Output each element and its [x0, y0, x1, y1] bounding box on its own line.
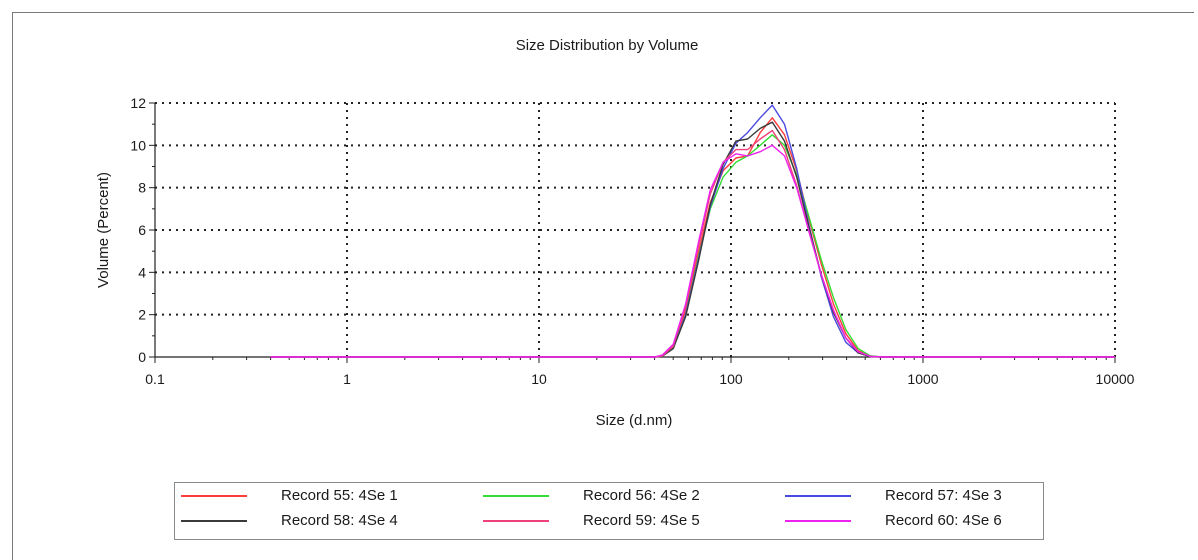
x-tick-label: 0.1	[145, 371, 165, 387]
legend-item: Record 57: 4Se 3	[785, 486, 1081, 506]
chart-frame	[12, 12, 1194, 560]
legend-swatch	[483, 520, 549, 522]
series-line	[270, 121, 1115, 358]
legend-swatch	[181, 495, 247, 497]
y-tick-label: 10	[130, 137, 146, 153]
legend-label: Record 55: 4Se 1	[281, 487, 398, 504]
legend-item: Record 59: 4Se 5	[483, 511, 779, 531]
y-tick-label: 12	[130, 95, 146, 111]
legend-item: Record 56: 4Se 2	[483, 486, 779, 506]
y-tick-label: 6	[138, 222, 146, 238]
x-axis-label: Size (d.nm)	[596, 412, 673, 429]
series-line	[270, 117, 1115, 358]
series-lines	[270, 104, 1115, 358]
y-axis-label: Volume (Percent)	[95, 172, 112, 288]
legend-item: Record 60: 4Se 6	[785, 511, 1081, 531]
legend-swatch	[483, 495, 549, 497]
size-distribution-chart: Size Distribution by Volume Size (d.nm) …	[95, 37, 1135, 429]
x-tick-label: 100	[719, 371, 743, 387]
y-tick-label: 8	[138, 180, 146, 196]
x-tick-label: 1	[343, 371, 351, 387]
legend-swatch	[785, 495, 851, 497]
y-tick-label: 2	[138, 307, 146, 323]
series-line	[270, 104, 1115, 358]
axes	[149, 102, 1116, 363]
legend-label: Record 58: 4Se 4	[281, 512, 398, 529]
x-tick-label: 10	[531, 371, 547, 387]
series-line	[270, 144, 1115, 358]
chart-title: Size Distribution by Volume	[516, 37, 699, 54]
series-line	[270, 134, 1115, 358]
legend-item: Record 55: 4Se 1	[181, 486, 477, 506]
legend-swatch	[785, 520, 851, 522]
legend: Record 55: 4Se 1 Record 56: 4Se 2 Record 5…	[174, 482, 1044, 540]
y-tick-label: 4	[138, 264, 146, 280]
legend-item: Record 58: 4Se 4	[181, 511, 477, 531]
tick-labels: 0 2 4 6 8 10 12 0.1 1 10 100 1000 10000	[130, 95, 1134, 387]
legend-swatch	[181, 520, 247, 522]
legend-label: Record 56: 4Se 2	[583, 487, 700, 504]
legend-label: Record 59: 4Se 5	[583, 512, 700, 529]
y-tick-label: 0	[138, 349, 146, 365]
series-line	[270, 129, 1115, 358]
x-tick-label: 10000	[1096, 371, 1135, 387]
legend-label: Record 60: 4Se 6	[885, 512, 1002, 529]
x-tick-label: 1000	[907, 371, 938, 387]
legend-label: Record 57: 4Se 3	[885, 487, 1002, 504]
grid	[155, 102, 1116, 357]
